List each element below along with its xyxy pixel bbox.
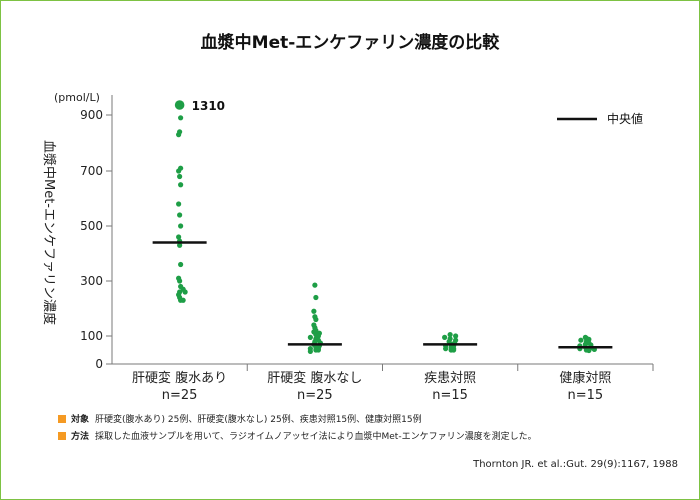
data-point xyxy=(447,332,453,338)
footer-method: 方法 採取した血液サンプルを用いて、ラジオイムノアッセイ法により血漿中Met-エン… xyxy=(58,429,537,442)
data-point xyxy=(311,308,317,314)
data-point xyxy=(313,294,319,301)
subject-tag: 対象 xyxy=(71,415,90,425)
data-point xyxy=(174,100,185,110)
data-point xyxy=(178,182,184,188)
category-label: 疾患対照 xyxy=(424,371,476,386)
data-point xyxy=(307,334,313,340)
data-point xyxy=(442,334,448,340)
data-point xyxy=(307,348,313,354)
y-tick-label: 900 xyxy=(80,108,103,122)
y-tick-label: 0 xyxy=(95,357,103,371)
category-n-label: n=15 xyxy=(432,388,468,403)
chart-title: 血漿中Met-エンケファリン濃度の比較 xyxy=(200,33,500,53)
data-point xyxy=(586,347,592,354)
data-point xyxy=(177,129,183,135)
data-point xyxy=(443,346,449,352)
data-point xyxy=(180,297,186,303)
category-n-label: n=25 xyxy=(297,388,333,403)
y-tick-label: 500 xyxy=(80,219,103,233)
category-n-label: n=15 xyxy=(568,388,604,403)
footer-subject: 対象 肝硬変(腹水あり) 25例、肝硬変(腹水なし) 25例、疾患対照15例、健康… xyxy=(58,412,422,425)
data-point xyxy=(312,282,318,288)
data-point xyxy=(177,278,183,284)
category-label: 肝硬変 腹水あり xyxy=(132,370,227,386)
legend-label: 中央値 xyxy=(607,111,643,126)
y-tick-label: 700 xyxy=(80,164,103,178)
data-point xyxy=(176,234,182,240)
data-point xyxy=(453,333,459,339)
data-point xyxy=(182,289,188,295)
data-point xyxy=(177,212,183,218)
data-point xyxy=(176,168,182,174)
data-point xyxy=(313,316,319,323)
method-text: 採取した血液サンプルを用いて、ラジオイムノアッセイ法により血漿中Met-エンケフ… xyxy=(95,432,537,442)
bullet-square-icon xyxy=(58,415,66,423)
data-point xyxy=(315,347,321,353)
method-tag: 方法 xyxy=(71,432,90,442)
data-point xyxy=(178,223,184,229)
citation: Thornton JR. et al.:Gut. 29(9):1167, 198… xyxy=(473,459,678,470)
y-tick-label: 300 xyxy=(80,274,103,288)
data-point xyxy=(176,201,182,207)
bullet-square-icon xyxy=(58,432,66,440)
y-tick-label: 100 xyxy=(80,329,103,343)
y-unit-label: (pmol/L) xyxy=(54,91,100,104)
annotation-label: 1310 xyxy=(192,99,225,113)
data-point xyxy=(177,173,183,180)
subject-text: 肝硬変(腹水あり) 25例、肝硬変(腹水なし) 25例、疾患対照15例、健康対照… xyxy=(95,415,422,425)
y-axis-label: 血漿中Met-エンケファリン濃度 xyxy=(40,139,56,325)
category-n-label: n=25 xyxy=(162,388,198,403)
data-point xyxy=(451,347,457,353)
category-label: 肝硬変 腹水なし xyxy=(267,370,362,386)
data-point xyxy=(178,261,184,268)
data-point xyxy=(177,242,183,248)
data-point xyxy=(578,337,584,343)
category-label: 健康対照 xyxy=(559,370,611,386)
data-point xyxy=(178,115,184,121)
